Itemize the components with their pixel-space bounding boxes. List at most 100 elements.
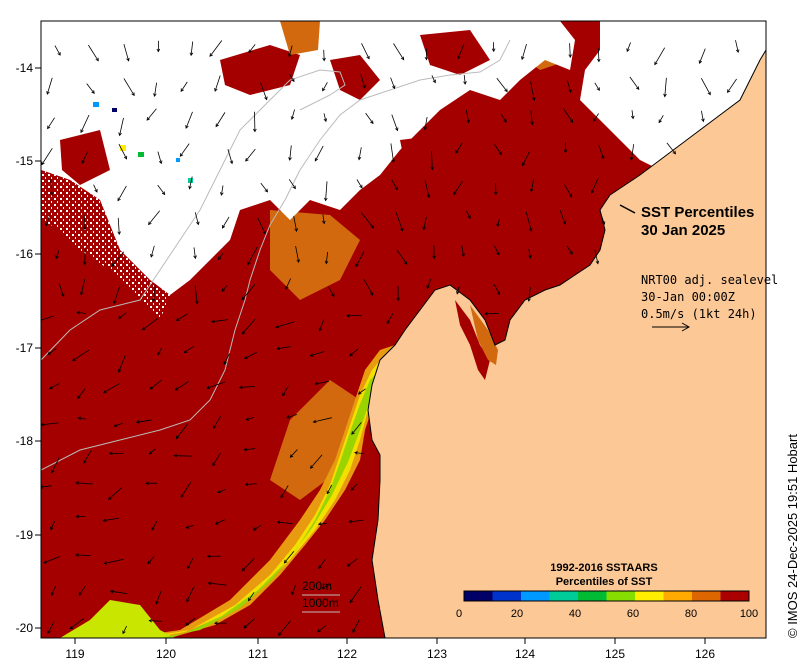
map-title: SST Percentiles bbox=[641, 204, 754, 221]
current-arrow bbox=[431, 151, 433, 170]
current-arrow bbox=[208, 582, 227, 586]
current-arrow bbox=[466, 210, 471, 219]
current-arrow bbox=[213, 415, 222, 429]
current-arrowhead bbox=[145, 481, 149, 486]
current-arrow bbox=[278, 620, 291, 636]
current-arrow bbox=[391, 179, 398, 190]
current-arrowhead bbox=[175, 435, 180, 440]
sst-fragment bbox=[330, 55, 380, 100]
current-arrow bbox=[352, 619, 360, 633]
lon-tick-label: 123 bbox=[427, 647, 447, 661]
lat-tick-label: -20 bbox=[16, 621, 34, 635]
current-arrowhead bbox=[117, 197, 121, 202]
current-arrowhead bbox=[370, 120, 374, 125]
current-arrowhead bbox=[151, 298, 156, 303]
current-arrowhead bbox=[275, 324, 280, 329]
current-arrow bbox=[349, 586, 362, 603]
sst-fragment bbox=[400, 135, 460, 175]
current-arrowhead bbox=[528, 254, 532, 259]
current-arrowhead bbox=[148, 450, 153, 455]
current-arrow bbox=[148, 448, 156, 455]
land bbox=[368, 21, 766, 638]
current-arrowhead bbox=[118, 369, 122, 373]
current-arrowhead bbox=[326, 490, 330, 495]
current-arrowhead bbox=[252, 527, 257, 531]
current-arrow bbox=[528, 286, 531, 302]
current-arrowhead bbox=[467, 215, 471, 219]
current-arrow bbox=[591, 178, 599, 194]
current-arrow bbox=[75, 554, 91, 557]
current-arrow bbox=[390, 143, 394, 163]
current-arrowhead bbox=[562, 221, 567, 225]
current-arrowhead bbox=[229, 160, 234, 165]
current-arrow bbox=[500, 113, 507, 123]
current-arrow bbox=[493, 284, 501, 295]
current-arrowhead bbox=[47, 630, 51, 634]
current-arrowhead bbox=[430, 166, 434, 171]
current-arrowhead bbox=[180, 88, 184, 92]
colorbar-tick-label: 100 bbox=[740, 608, 758, 620]
gulf-water-warm bbox=[470, 305, 498, 365]
current-arrowhead bbox=[735, 49, 740, 54]
current-arrow bbox=[735, 40, 739, 53]
current-arrow bbox=[215, 519, 225, 525]
current-arrow bbox=[322, 82, 328, 91]
current-arrow bbox=[631, 110, 634, 119]
colorbar-tick-label: 40 bbox=[569, 608, 581, 620]
current-arrowhead bbox=[318, 565, 322, 570]
current-arrowhead bbox=[351, 431, 355, 435]
current-arrowhead bbox=[370, 224, 374, 229]
colorbar-swatch bbox=[549, 591, 579, 601]
current-arrow bbox=[111, 251, 125, 267]
current-arrow bbox=[323, 113, 327, 122]
current-arrowhead bbox=[148, 618, 153, 623]
current-arrow bbox=[295, 246, 300, 263]
current-arrow bbox=[242, 558, 255, 572]
current-arrowhead bbox=[221, 224, 226, 229]
contour-200m bbox=[41, 69, 346, 361]
current-arrow bbox=[175, 423, 189, 439]
sst-pixel bbox=[188, 178, 193, 183]
current-arrowhead bbox=[294, 228, 298, 233]
current-arrowhead bbox=[522, 162, 526, 167]
current-arrowhead bbox=[461, 253, 465, 258]
current-arrowhead bbox=[276, 346, 281, 351]
current-arrow bbox=[187, 558, 194, 569]
current-arrow bbox=[47, 621, 55, 634]
current-arrow bbox=[424, 180, 430, 198]
current-arrow bbox=[152, 284, 156, 302]
current-arrow bbox=[293, 215, 297, 232]
lat-tick-label: -16 bbox=[16, 247, 34, 261]
current-arrow bbox=[93, 184, 98, 193]
current-arrowhead bbox=[314, 381, 319, 386]
current-arrowhead bbox=[456, 290, 460, 295]
sst-pixel bbox=[120, 145, 126, 151]
current-arrow bbox=[86, 83, 95, 94]
current-arrow bbox=[701, 110, 704, 122]
current-arrow bbox=[354, 452, 365, 454]
current-arrowhead bbox=[386, 320, 390, 325]
current-arrowhead bbox=[600, 155, 605, 160]
current-arrow bbox=[211, 319, 229, 323]
current-arrow bbox=[463, 74, 466, 85]
current-arrowhead bbox=[457, 55, 461, 60]
colorbar-subtitle: Percentiles of SST bbox=[556, 576, 653, 588]
current-arrow bbox=[80, 279, 86, 295]
current-arrow bbox=[206, 381, 226, 389]
current-arrowhead bbox=[212, 425, 217, 430]
current-arrow bbox=[494, 245, 500, 255]
current-arrowhead bbox=[77, 395, 81, 400]
current-arrowhead bbox=[245, 417, 250, 421]
gulf-water bbox=[455, 300, 490, 380]
current-arrowhead bbox=[503, 119, 507, 123]
current-arrow bbox=[185, 111, 193, 129]
current-arrow bbox=[222, 216, 230, 229]
current-arrow bbox=[154, 82, 157, 97]
colorbar-frame bbox=[463, 590, 750, 602]
current-arrow bbox=[664, 77, 667, 97]
current-arrowhead bbox=[149, 386, 154, 390]
current-arrow bbox=[566, 80, 572, 93]
sst-pixel bbox=[138, 152, 144, 157]
current-arrowhead bbox=[94, 188, 98, 193]
current-arrowhead bbox=[49, 192, 54, 196]
